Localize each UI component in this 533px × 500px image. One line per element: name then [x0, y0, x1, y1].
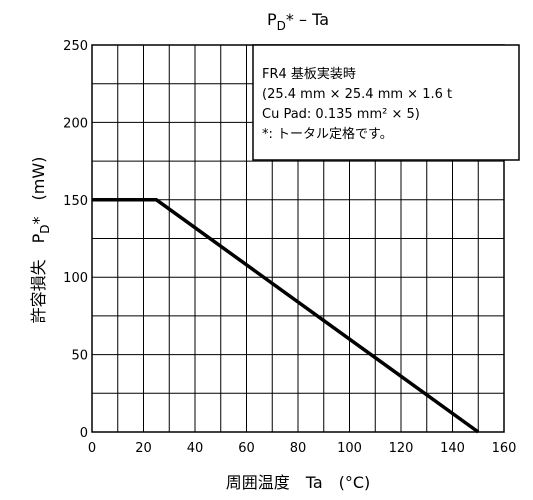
x-tick-labels: 0 20 40 60 80 100 120 140 160 [88, 441, 517, 456]
y-tick-label: 250 [63, 39, 88, 54]
x-tick-label: 120 [389, 441, 414, 456]
y-tick-labels: 0 50 100 150 200 250 [63, 39, 88, 441]
x-tick-label: 60 [238, 441, 255, 456]
annotation-box [252, 44, 520, 161]
annotation-line: *: トータル定格です。 [262, 126, 393, 142]
x-tick-label: 20 [135, 441, 152, 456]
chart-title-subscript: D [277, 19, 286, 33]
y-tick-label: 50 [71, 349, 88, 364]
y-axis-label-unit: * (mW) [29, 157, 48, 225]
annotation-line: FR4 基板実装時 [262, 66, 356, 82]
x-tick-label: 0 [88, 441, 96, 456]
y-axis-label-main: 許容損失 P [29, 233, 48, 323]
x-tick-label: 80 [290, 441, 307, 456]
annotation-line: Cu Pad: 0.135 mm² × 5) [262, 107, 420, 122]
annotation-text: FR4 基板実装時 (25.4 mm × 25.4 mm × 1.6 t Cu Pa… [262, 66, 452, 142]
chart-title-suffix: * – Ta [286, 10, 329, 29]
y-tick-label: 200 [63, 116, 88, 131]
y-tick-label: 100 [63, 271, 88, 286]
series-line [92, 198, 480, 434]
chart-title: PD* – Ta [267, 10, 329, 33]
x-tick-label: 40 [187, 441, 204, 456]
x-axis-label: 周囲温度 Ta (°C) [226, 473, 371, 492]
chart-title-main: P [267, 10, 277, 29]
y-axis-label: 許容損失 PD* (mW) [29, 157, 52, 324]
series-layer [92, 198, 480, 434]
x-tick-label: 160 [492, 441, 517, 456]
x-tick-label: 140 [440, 441, 465, 456]
y-tick-label: 0 [80, 426, 88, 441]
y-axis-label-subscript: D [38, 225, 52, 234]
x-tick-label: 100 [337, 441, 362, 456]
y-tick-label: 150 [63, 194, 88, 209]
annotation-line: (25.4 mm × 25.4 mm × 1.6 t [262, 87, 452, 102]
